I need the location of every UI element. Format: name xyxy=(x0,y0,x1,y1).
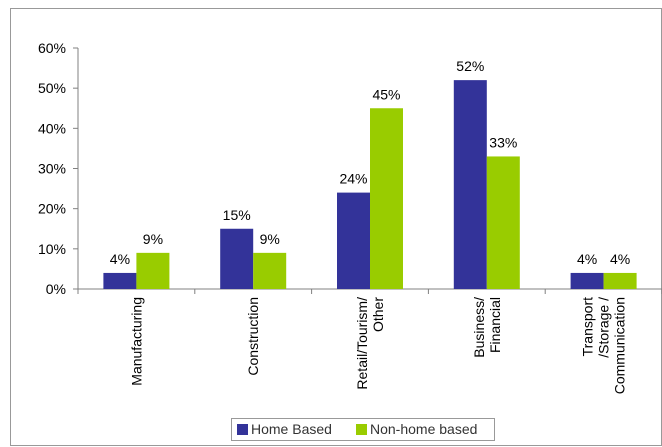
y-tick-label: 40% xyxy=(38,120,66,136)
category-label-line: Financial xyxy=(487,297,503,353)
bar-non-home-based xyxy=(253,252,287,289)
data-label: 4% xyxy=(577,251,597,267)
category-label: Transport/Storage /Communication xyxy=(580,297,628,394)
y-tick-label: 20% xyxy=(38,201,66,217)
category-label-line: Construction xyxy=(245,297,261,376)
bar-non-home-based xyxy=(136,252,170,289)
data-label: 52% xyxy=(456,58,484,74)
category-label-line: Manufacturing xyxy=(128,297,144,386)
category-label: Construction xyxy=(245,297,261,376)
bar-non-home-based xyxy=(486,156,520,289)
category-label-line: Business/ xyxy=(471,297,487,358)
category-label-line: Retail/Tourism/ xyxy=(354,297,370,390)
category-label-line: /Storage / xyxy=(596,297,612,358)
data-label: 15% xyxy=(223,207,251,223)
y-tick-label: 50% xyxy=(38,80,66,96)
legend-label: Non-home based xyxy=(370,421,477,437)
y-tick-label: 60% xyxy=(38,40,66,56)
y-tick-label: 30% xyxy=(38,161,66,177)
header-strip xyxy=(10,0,305,8)
y-tick-label: 10% xyxy=(38,241,66,257)
bar-home-based xyxy=(103,272,137,289)
bar-home-based xyxy=(220,228,254,289)
legend: Home Based Non-home based xyxy=(231,418,495,441)
category-label: Retail/Tourism/Other xyxy=(354,297,386,390)
bar-non-home-based xyxy=(370,108,403,289)
bar-home-based xyxy=(337,192,370,289)
data-label: 9% xyxy=(260,231,280,247)
legend-swatch xyxy=(237,424,248,435)
bar-non-home-based xyxy=(603,272,637,289)
category-label-line: Other xyxy=(370,297,386,332)
y-tick-label: 0% xyxy=(46,281,66,297)
data-label: 4% xyxy=(610,251,630,267)
legend-swatch xyxy=(356,424,367,435)
plot-area: 0% 10% 20% 30% 40% 50% 60% 4% 15% 24% 52% 4% 9% 9% 45%… xyxy=(38,40,662,394)
category-label: Manufacturing xyxy=(128,297,144,386)
data-label: 45% xyxy=(372,86,400,102)
chart-area-border xyxy=(10,8,662,446)
category-label-line: Communication xyxy=(612,297,628,394)
bar-home-based xyxy=(453,80,487,289)
data-label: 24% xyxy=(339,171,367,187)
data-label: 9% xyxy=(143,231,163,247)
bar-home-based xyxy=(570,272,604,289)
data-label: 4% xyxy=(110,251,130,267)
legend-label: Home Based xyxy=(251,421,332,437)
category-label: Business/Financial xyxy=(471,297,503,358)
category-label-line: Transport xyxy=(580,297,596,357)
data-label: 33% xyxy=(489,134,517,150)
